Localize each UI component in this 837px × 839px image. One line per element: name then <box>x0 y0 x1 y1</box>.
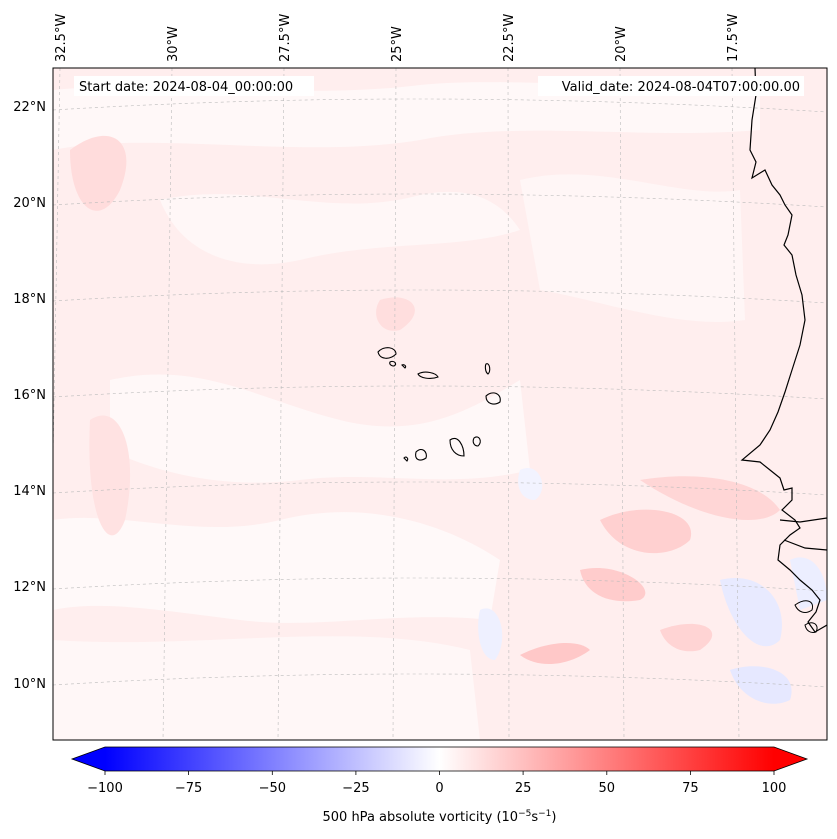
lat-label-12n: 12°N <box>13 580 46 595</box>
lat-label-22n: 22°N <box>13 100 46 115</box>
lon-label-20w: 20°W <box>614 26 629 62</box>
colorbar-tick--75: −75 <box>175 781 202 796</box>
start-date-box <box>74 76 314 96</box>
lat-label-18n: 18°N <box>13 292 46 307</box>
colorbar-tick--100: −100 <box>87 781 123 796</box>
lon-label-17-5w: 17.5°W <box>726 14 741 62</box>
lon-label-25w: 25°W <box>390 26 405 62</box>
colorbar-max-arrow <box>774 747 807 771</box>
lon-label-22-5w: 22.5°W <box>502 14 517 62</box>
vorticity-field <box>53 68 827 740</box>
valid-date-label: Valid_date: 2024-08-04T07:00:00.00 <box>562 80 800 95</box>
lon-label-30w: 30°W <box>166 26 181 62</box>
cape-verde-islands <box>377 347 501 462</box>
colorbar-tick--25: −25 <box>342 781 369 796</box>
coastline-africa <box>740 68 827 633</box>
colorbar-tick-75: 75 <box>682 781 699 796</box>
colorbar-tick-0: 0 <box>435 781 443 796</box>
lat-label-14n: 14°N <box>13 484 46 499</box>
valid-date-box <box>538 76 804 96</box>
graticule <box>53 68 827 740</box>
colorbar-tick-25: 25 <box>515 781 532 796</box>
lon-label-27-5w: 27.5°W <box>278 14 293 62</box>
lat-label-10n: 10°N <box>13 677 46 692</box>
colorbar-tick-100: 100 <box>762 781 787 796</box>
lat-label-20n: 20°N <box>13 196 46 211</box>
colorbar-tick--50: −50 <box>259 781 286 796</box>
colorbar-min-arrow <box>72 747 105 771</box>
map-frame <box>52 67 828 741</box>
colorbar: −100 −75 −50 −25 0 25 50 75 100 500 hPa … <box>70 746 809 825</box>
lon-label-32-5w: 32.5°W <box>54 14 69 62</box>
colorbar-title: 500 hPa absolute vorticity (10−5s−1) <box>323 809 557 825</box>
longitude-labels: 32.5°W 30°W 27.5°W 25°W 22.5°W 20°W 17.5… <box>54 14 741 62</box>
lat-label-16n: 16°N <box>13 388 46 403</box>
colorbar-gradient <box>105 747 774 771</box>
start-date-label: Start date: 2024-08-04_00:00:00 <box>79 80 293 95</box>
colorbar-tick-50: 50 <box>599 781 616 796</box>
latitude-labels: 22°N 20°N 18°N 16°N 14°N 12°N 10°N <box>13 100 46 692</box>
